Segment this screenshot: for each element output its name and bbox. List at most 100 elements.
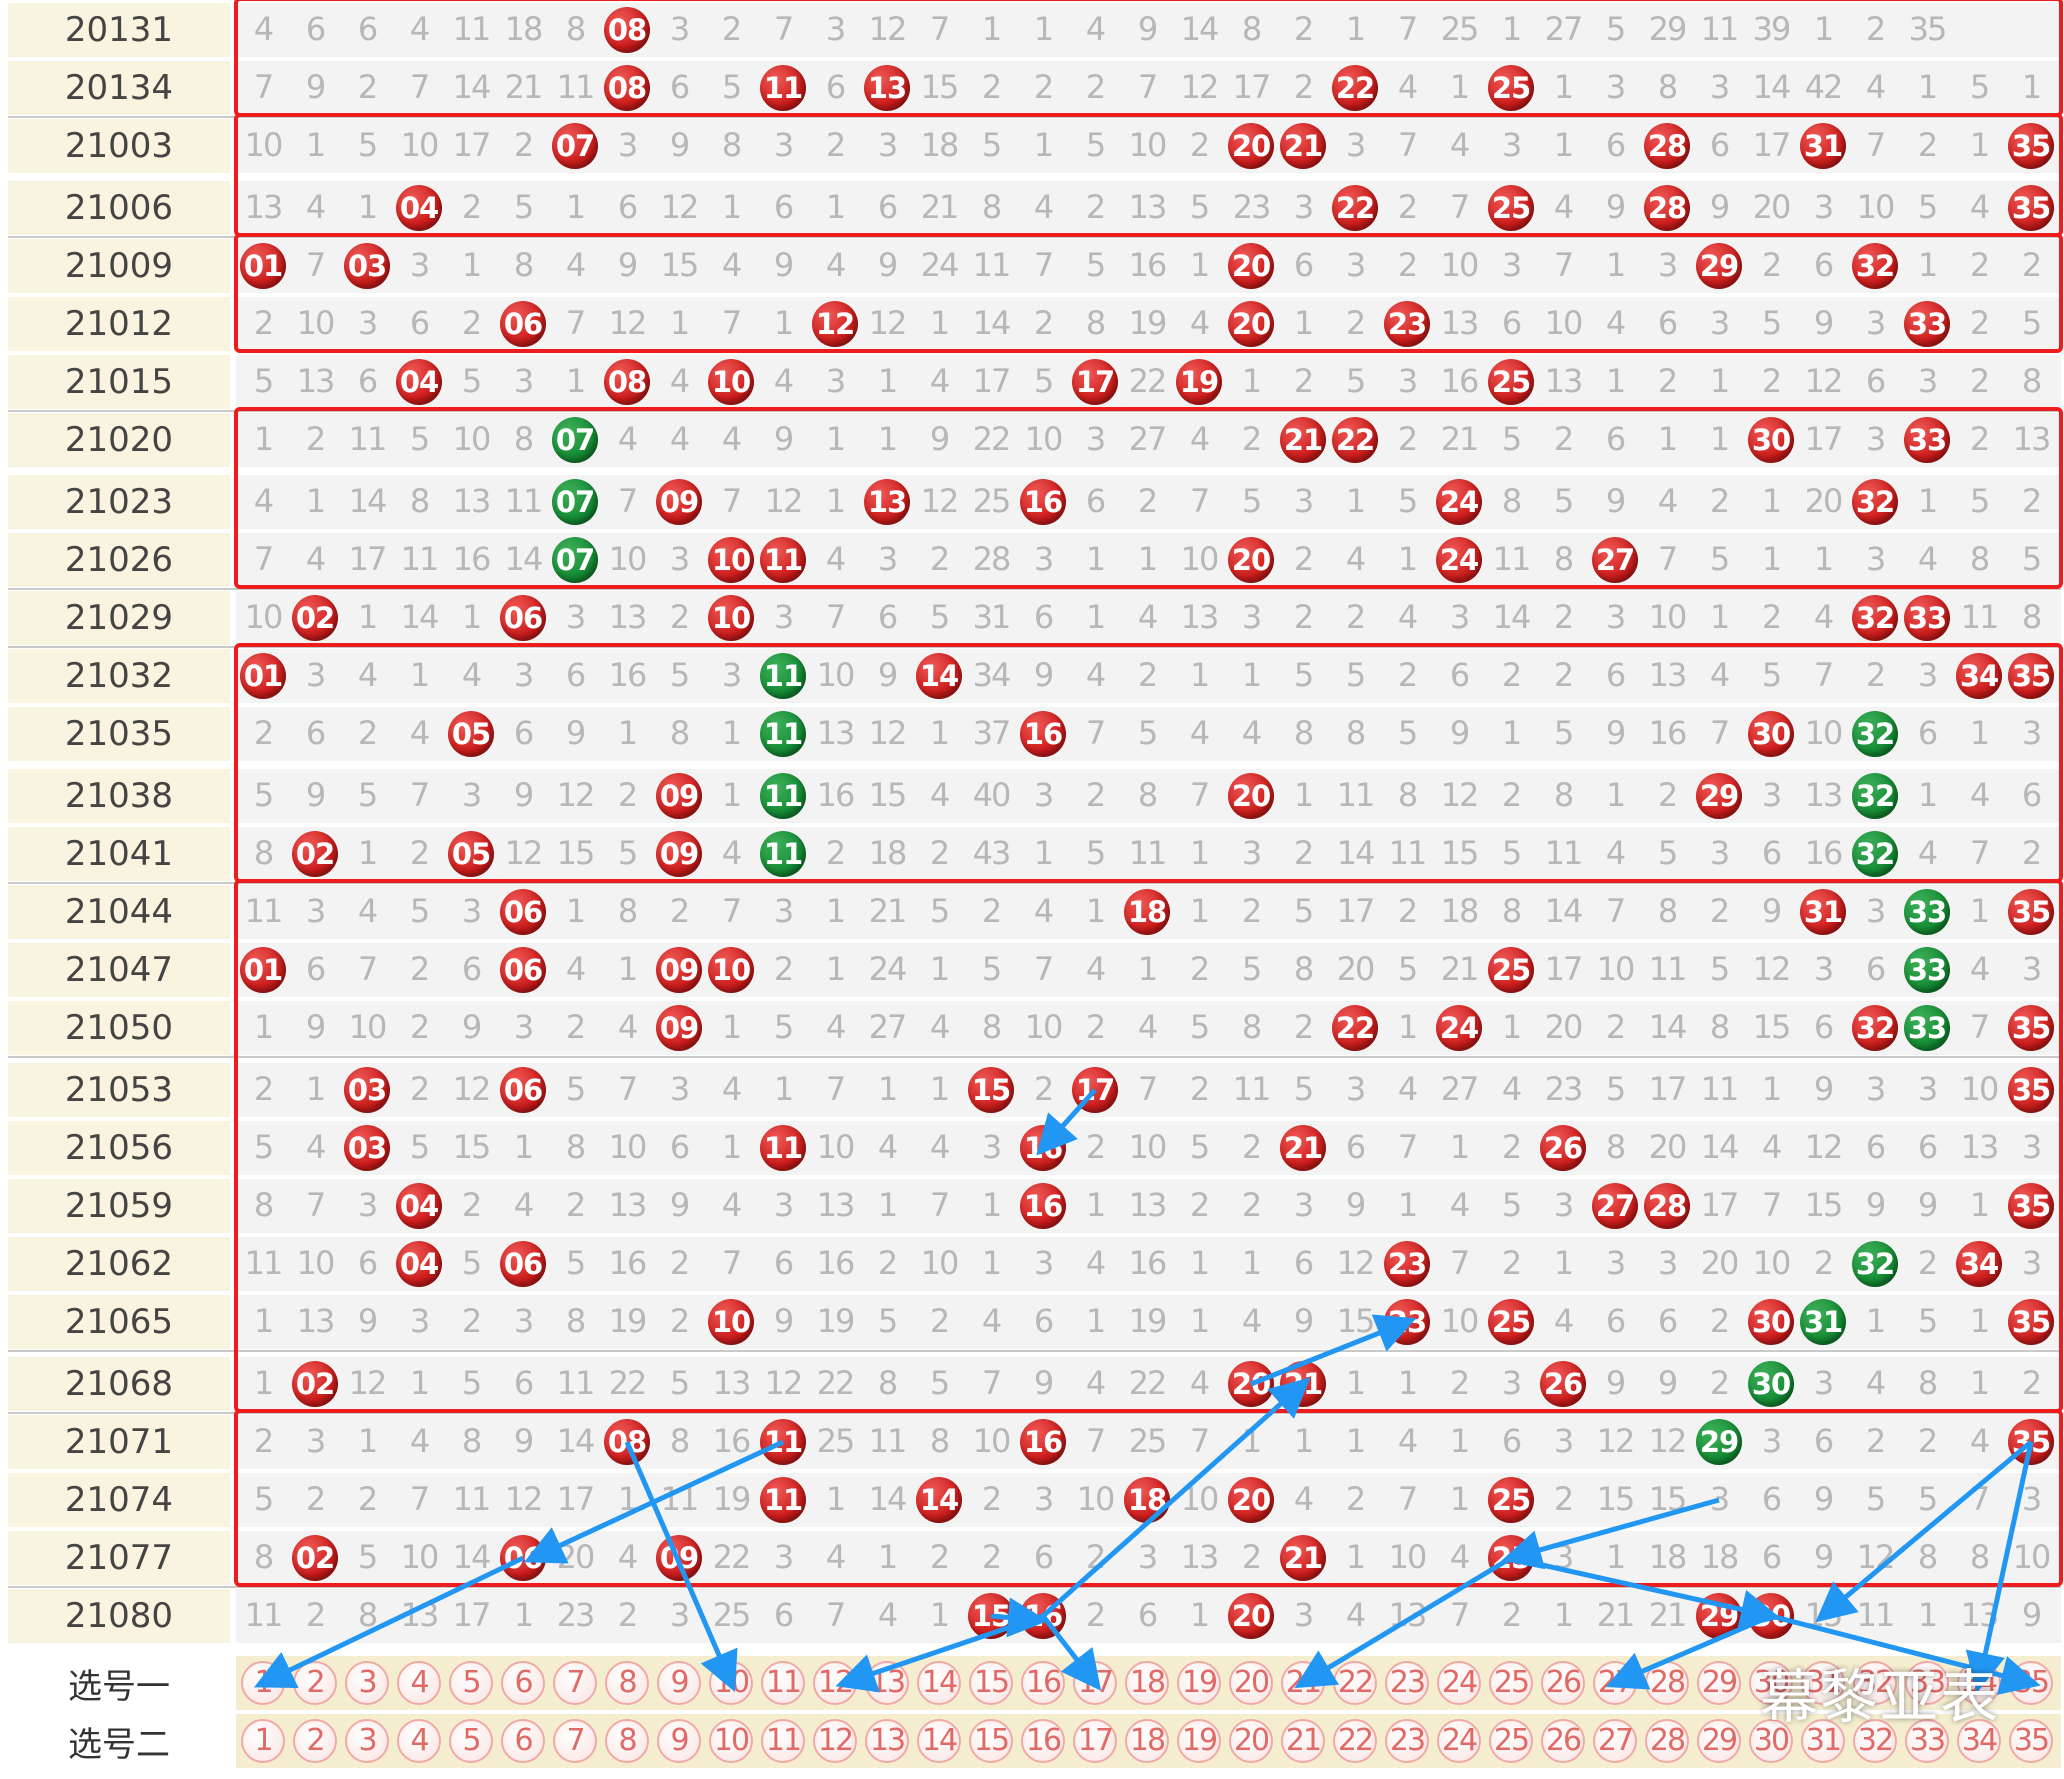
drawn-number-ball: 26 — [1540, 1125, 1586, 1171]
drawn-number-ball: 20 — [1228, 123, 1274, 169]
omission-count: 8 — [1553, 540, 1574, 578]
omission-count: 2 — [1761, 598, 1782, 636]
omission-count: 1 — [2021, 68, 2042, 106]
omission-count: 5 — [1969, 482, 1990, 520]
omission-count: 2 — [1813, 1244, 1834, 1282]
omission-count: 14 — [1544, 892, 1584, 930]
omission-count: 4 — [1449, 1186, 1470, 1224]
omission-count: 4 — [1553, 1302, 1574, 1340]
omission-count: 10 — [972, 1422, 1012, 1460]
drawn-number-ball: 25 — [1488, 1299, 1534, 1345]
pick-number-button[interactable]: 9 — [657, 1661, 701, 1705]
omission-count: 18 — [1648, 1538, 1688, 1576]
omission-count: 6 — [1761, 1538, 1782, 1576]
omission-count: 7 — [305, 246, 326, 284]
omission-count: 5 — [357, 1538, 378, 1576]
omission-count: 9 — [513, 1422, 534, 1460]
omission-count: 23 — [1232, 188, 1272, 226]
period-cell: 21026 — [8, 533, 230, 587]
omission-count: 2 — [2021, 246, 2042, 284]
omission-count: 10 — [2012, 1538, 2052, 1576]
omission-count: 1 — [617, 950, 638, 988]
omission-count: 1 — [1293, 304, 1314, 342]
pick-number-button[interactable]: 14 — [917, 1661, 961, 1705]
omission-count: 4 — [825, 246, 846, 284]
omission-count: 2 — [357, 1480, 378, 1518]
omission-count: 14 — [1492, 598, 1532, 636]
period-cell: 21035 — [8, 707, 230, 761]
omission-count: 5 — [1241, 482, 1262, 520]
omission-count: 11 — [452, 10, 492, 48]
omission-count: 1 — [877, 1538, 898, 1576]
omission-count: 3 — [1085, 420, 1106, 458]
row-background — [236, 355, 2061, 409]
omission-count: 12 — [1440, 776, 1480, 814]
omission-count: 14 — [1752, 68, 1792, 106]
omission-count: 12 — [1804, 362, 1844, 400]
omission-count: 1 — [1085, 892, 1106, 930]
pick-number-button[interactable]: 16 — [1021, 1661, 1065, 1705]
omission-count: 8 — [669, 1422, 690, 1460]
drawn-number-ball: 08 — [604, 7, 650, 53]
omission-count: 2 — [1293, 10, 1314, 48]
omission-count: 1 — [721, 776, 742, 814]
omission-count: 1 — [981, 1186, 1002, 1224]
pick-number-button[interactable]: 8 — [605, 1661, 649, 1705]
pick-number-button[interactable]: 4 — [397, 1661, 441, 1705]
drawn-number-ball: 11 — [760, 653, 806, 699]
pick-number-button[interactable]: 3 — [345, 1661, 389, 1705]
omission-count: 3 — [1345, 246, 1366, 284]
omission-count: 2 — [1969, 246, 1990, 284]
omission-count: 15 — [1440, 834, 1480, 872]
omission-count: 16 — [1804, 834, 1844, 872]
drawn-number-ball: 24 — [1436, 479, 1482, 525]
omission-count: 11 — [1648, 950, 1688, 988]
omission-count: 4 — [721, 246, 742, 284]
omission-count: 13 — [1180, 1538, 1220, 1576]
omission-count: 14 — [504, 540, 544, 578]
omission-count: 17 — [1700, 1186, 1740, 1224]
omission-count: 7 — [981, 1364, 1002, 1402]
pick-number-button[interactable]: 15 — [969, 1661, 1013, 1705]
omission-count: 16 — [712, 1422, 752, 1460]
omission-count: 2 — [981, 1538, 1002, 1576]
omission-count: 2 — [1085, 1008, 1106, 1046]
pick-number-button[interactable]: 6 — [501, 1661, 545, 1705]
omission-count: 10 — [244, 598, 284, 636]
omission-count: 35 — [1908, 10, 1948, 48]
omission-count: 4 — [513, 1186, 534, 1224]
omission-count: 5 — [1865, 1480, 1886, 1518]
omission-count: 10 — [1128, 126, 1168, 164]
omission-count: 21 — [1596, 1596, 1636, 1634]
omission-count: 3 — [1605, 598, 1626, 636]
omission-count: 12 — [452, 1070, 492, 1108]
omission-count: 6 — [409, 304, 430, 342]
omission-count: 15 — [1752, 1008, 1792, 1046]
omission-count: 4 — [825, 540, 846, 578]
pick-number-button[interactable]: 7 — [553, 1661, 597, 1705]
omission-count: 12 — [1648, 1422, 1688, 1460]
omission-count: 7 — [825, 598, 846, 636]
omission-count: 3 — [669, 10, 690, 48]
omission-count: 5 — [1553, 482, 1574, 520]
pick-number-button[interactable]: 5 — [449, 1661, 493, 1705]
drawn-number-ball: 32 — [1852, 1005, 1898, 1051]
omission-count: 2 — [357, 68, 378, 106]
omission-count: 16 — [1128, 1244, 1168, 1282]
omission-count: 5 — [565, 1244, 586, 1282]
omission-count: 17 — [1544, 950, 1584, 988]
omission-count: 2 — [929, 1302, 950, 1340]
omission-count: 6 — [1137, 1596, 1158, 1634]
pick-number-button[interactable]: 2 — [293, 1661, 337, 1705]
drawn-number-ball: 08 — [604, 65, 650, 111]
drawn-number-ball: 06 — [500, 301, 546, 347]
pick-number-button[interactable]: 11 — [761, 1661, 805, 1705]
omission-count: 5 — [981, 950, 1002, 988]
omission-count: 6 — [1293, 246, 1314, 284]
omission-count: 1 — [1085, 1302, 1106, 1340]
omission-count: 5 — [1969, 68, 1990, 106]
omission-count: 1 — [669, 304, 690, 342]
omission-count: 1 — [877, 362, 898, 400]
omission-count: 2 — [1917, 1244, 1938, 1282]
row-background — [236, 1001, 2061, 1055]
